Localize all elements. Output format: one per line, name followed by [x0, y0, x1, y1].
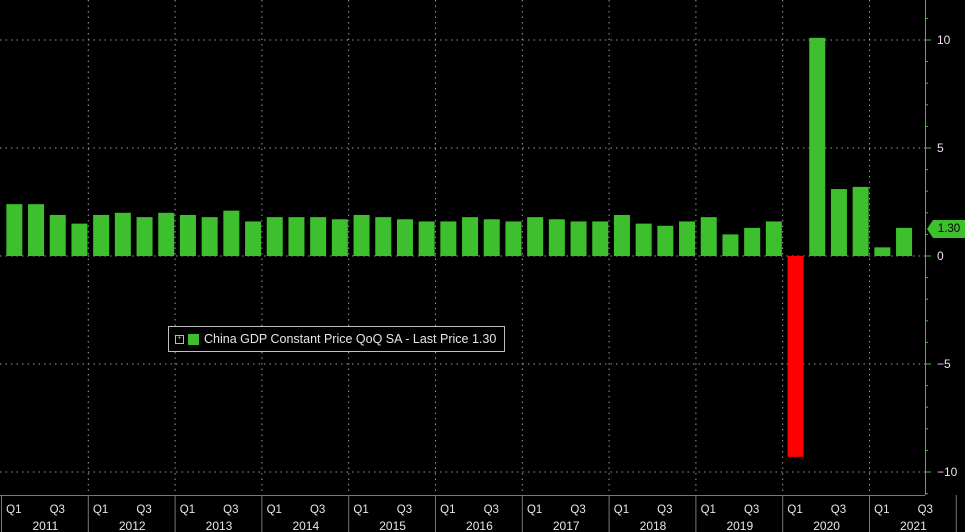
bar: [114, 212, 131, 256]
bar: [874, 247, 891, 256]
bar: [570, 221, 587, 256]
x-quarter-label: Q1: [614, 504, 629, 516]
bar: [830, 189, 847, 256]
y-tick-label: 5: [937, 141, 944, 155]
x-quarter-label: Q3: [50, 504, 65, 516]
x-quarter-label: Q1: [440, 504, 455, 516]
x-quarter-label: Q3: [484, 504, 499, 516]
bar: [353, 214, 370, 256]
bar: [852, 186, 869, 256]
x-year-label: 2011: [32, 519, 58, 532]
x-quarter-label: Q3: [136, 504, 151, 516]
x-year-label: 2016: [466, 519, 493, 532]
y-tick-label: 10: [937, 33, 951, 47]
bar: [592, 221, 609, 256]
bar: [809, 37, 826, 257]
bar: [201, 217, 218, 256]
x-year-label: 2019: [726, 519, 753, 532]
x-quarter-label: Q1: [353, 504, 368, 516]
legend-expand-icon[interactable]: +: [175, 334, 184, 344]
y-tick-label: −5: [937, 357, 951, 371]
x-quarter-label: Q1: [527, 504, 542, 516]
y-tick-label: 0: [937, 249, 944, 263]
x-year-label: 2017: [553, 519, 580, 532]
x-quarter-label: Q1: [787, 504, 802, 516]
bar: [505, 221, 522, 256]
bar: [679, 221, 696, 256]
y-axis: 10 5 0 −5 −10: [925, 0, 958, 495]
bar: [375, 217, 392, 256]
x-quarter-label: Q3: [397, 504, 412, 516]
x-year-label: 2021: [900, 519, 927, 532]
bar: [548, 219, 565, 256]
bar: [613, 214, 630, 256]
x-quarter-label: Q3: [570, 504, 585, 516]
x-year-label: 2013: [206, 519, 233, 532]
bar: [483, 219, 500, 256]
x-axis: Q1 Q3 2011 Q1 Q3 2012 Q1 Q3 2013 Q1 Q3 2014 Q1 Q3 2015…: [0, 495, 957, 532]
bar: [245, 221, 262, 256]
bar: [527, 217, 544, 256]
x-quarter-label: Q1: [93, 504, 108, 516]
x-quarter-label: Q3: [831, 504, 846, 516]
bar: [765, 221, 782, 256]
bar: [28, 204, 45, 256]
x-year-label: 2014: [292, 519, 319, 532]
bar: [396, 219, 413, 256]
bar: [266, 217, 283, 256]
bar: [179, 214, 196, 256]
bar: [223, 210, 240, 256]
bar: [744, 227, 761, 256]
last-price-value: 1.30: [933, 220, 965, 238]
bar: [722, 234, 739, 256]
bar: [93, 214, 110, 256]
bar: [700, 217, 717, 256]
x-quarter-label: Q3: [918, 504, 933, 516]
bar: [49, 214, 66, 256]
grid-lines: [0, 0, 925, 495]
bar: [331, 219, 348, 256]
bar: [418, 221, 435, 256]
x-quarter-label: Q1: [180, 504, 195, 516]
x-quarter-label: Q3: [744, 504, 759, 516]
x-quarter-label: Q1: [6, 504, 21, 516]
bar: [71, 223, 88, 256]
bar: [6, 204, 23, 256]
x-quarter-label: Q1: [701, 504, 716, 516]
bar: [635, 223, 652, 256]
bar: [158, 212, 175, 256]
bar: [787, 256, 804, 457]
x-quarter-label: Q3: [310, 504, 325, 516]
x-year-label: 2015: [379, 519, 406, 532]
bar: [310, 217, 327, 256]
x-year-label: 2018: [640, 519, 667, 532]
bar: [440, 221, 457, 256]
chart-legend[interactable]: + China GDP Constant Price QoQ SA - Last…: [168, 326, 506, 352]
bar: [462, 217, 479, 256]
legend-swatch: [188, 333, 199, 345]
x-quarter-label: Q1: [267, 504, 282, 516]
y-tick-label: −10: [937, 465, 958, 479]
bar: [136, 217, 153, 256]
last-price-tag: 1.30: [927, 220, 965, 238]
bar: [288, 217, 305, 256]
x-quarter-label: Q3: [657, 504, 672, 516]
x-quarter-label: Q3: [223, 504, 238, 516]
x-year-label: 2012: [119, 519, 146, 532]
x-quarter-label: Q1: [874, 504, 889, 516]
x-year-label: 2020: [813, 519, 840, 532]
last-price-pointer: [927, 220, 933, 238]
bar: [657, 225, 674, 256]
legend-label: China GDP Constant Price QoQ SA - Last P…: [204, 332, 497, 346]
bar-series: [6, 37, 913, 457]
bar: [896, 227, 913, 256]
